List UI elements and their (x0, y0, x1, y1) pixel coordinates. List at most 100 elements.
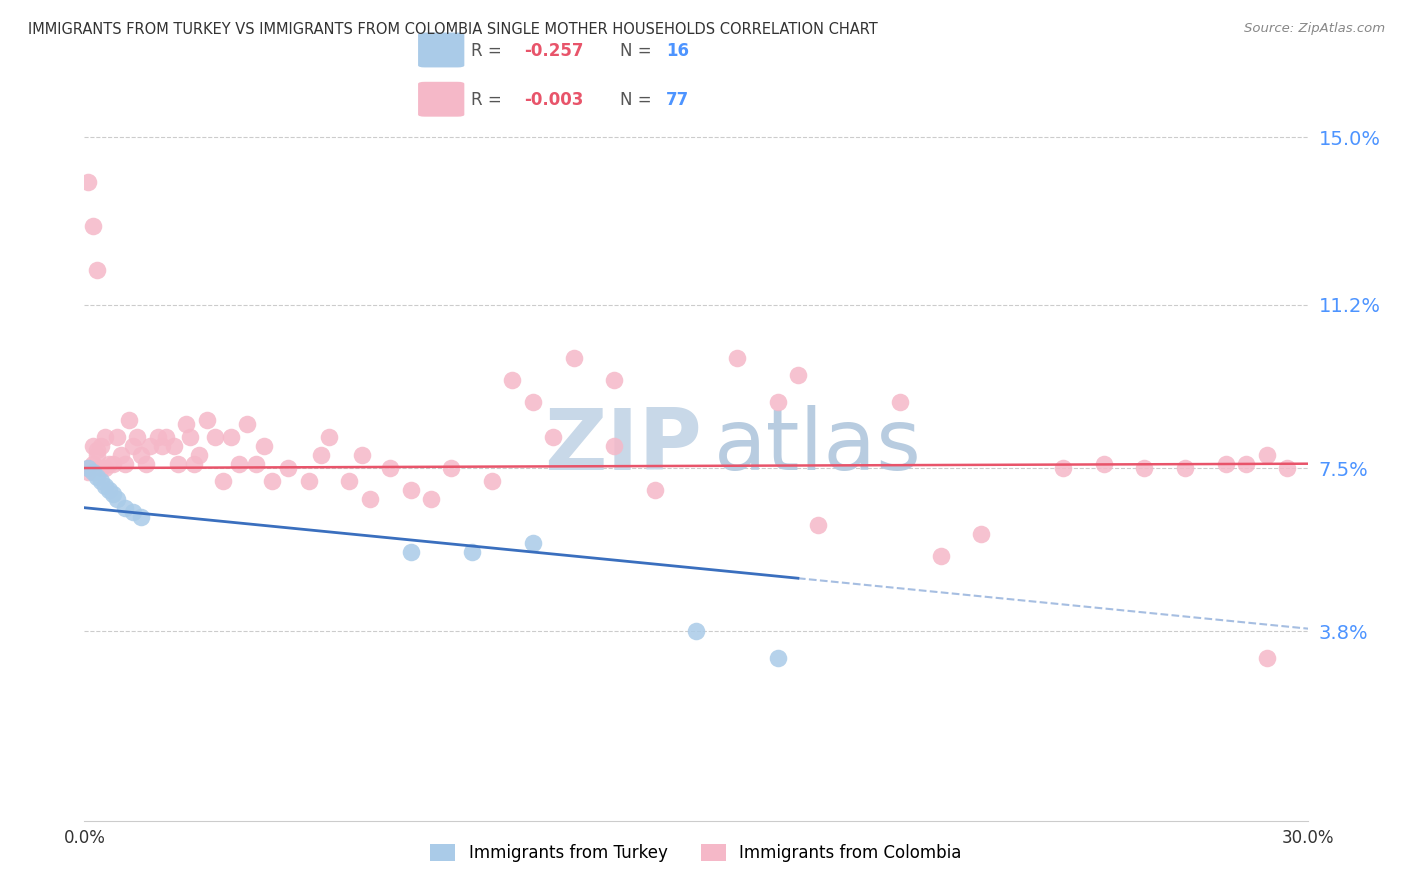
Point (93, 478, 115, 492)
Point (82, 219, 104, 233)
Point (122, 439, 145, 453)
Point (380, 461, 402, 475)
Point (167, 457, 190, 471)
Point (163, 439, 186, 453)
Point (174, 417, 197, 431)
Point (245, 457, 267, 471)
Point (97, 457, 120, 471)
Text: -0.257: -0.257 (524, 42, 583, 60)
Point (127, 430, 149, 444)
Point (86, 470, 108, 484)
Point (82, 466, 104, 480)
Point (685, 624, 707, 639)
Point (82, 457, 104, 471)
FancyBboxPatch shape (418, 82, 464, 117)
Point (228, 457, 250, 471)
Point (1256, 448, 1278, 462)
Point (522, 395, 544, 409)
Point (110, 448, 132, 462)
Point (929, 549, 952, 564)
Point (359, 491, 381, 506)
Point (146, 430, 169, 444)
Text: 16: 16 (666, 42, 689, 60)
Point (212, 475, 235, 489)
Point (807, 518, 830, 533)
Point (277, 461, 299, 475)
Point (502, 373, 524, 387)
Point (260, 475, 283, 489)
Point (179, 430, 201, 444)
Point (101, 457, 124, 471)
Point (481, 475, 503, 489)
Point (399, 545, 422, 559)
Text: IMMIGRANTS FROM TURKEY VS IMMIGRANTS FROM COLOMBIA SINGLE MOTHER HOUSEHOLDS CORR: IMMIGRANTS FROM TURKEY VS IMMIGRANTS FRO… (28, 22, 877, 37)
Point (114, 457, 136, 471)
Point (86, 448, 108, 462)
Text: N =: N = (620, 91, 657, 109)
Point (298, 475, 321, 489)
Point (236, 417, 259, 431)
Point (461, 545, 484, 559)
Point (195, 412, 218, 426)
Text: R =: R = (471, 91, 508, 109)
Point (93, 461, 115, 475)
Point (1133, 461, 1156, 475)
Point (970, 527, 993, 541)
Point (543, 430, 565, 444)
Point (318, 430, 340, 444)
Point (309, 448, 332, 462)
Point (150, 439, 173, 453)
Point (644, 483, 666, 497)
FancyBboxPatch shape (418, 33, 464, 68)
Point (1256, 650, 1278, 665)
Point (105, 430, 128, 444)
Point (1236, 457, 1258, 471)
Point (82, 439, 104, 453)
Point (183, 457, 205, 471)
Text: 77: 77 (666, 91, 689, 109)
Point (1277, 461, 1299, 475)
Point (1215, 457, 1237, 471)
Point (135, 457, 157, 471)
Point (86, 443, 108, 458)
Point (90, 475, 112, 489)
Text: N =: N = (620, 42, 657, 60)
Point (131, 509, 153, 524)
Point (90, 439, 112, 453)
Point (350, 448, 373, 462)
Text: atlas: atlas (714, 404, 922, 488)
Point (93, 430, 115, 444)
Point (1174, 461, 1197, 475)
Point (97, 483, 120, 497)
Point (603, 373, 626, 387)
Point (77, 461, 100, 475)
Text: R =: R = (471, 42, 508, 60)
Point (603, 439, 626, 453)
Point (1092, 457, 1115, 471)
Point (155, 430, 177, 444)
Point (562, 351, 585, 365)
Point (86, 262, 108, 277)
Point (101, 487, 124, 501)
Point (122, 505, 145, 519)
Point (339, 475, 361, 489)
Point (204, 430, 226, 444)
Text: -0.003: -0.003 (524, 91, 583, 109)
Point (105, 491, 128, 506)
Text: Source: ZipAtlas.com: Source: ZipAtlas.com (1244, 22, 1385, 36)
Point (889, 395, 911, 409)
Text: ZIP: ZIP (544, 404, 702, 488)
Point (90, 461, 112, 475)
Point (766, 650, 789, 665)
Point (187, 448, 209, 462)
Point (114, 500, 136, 515)
Point (787, 368, 810, 383)
Point (420, 491, 443, 506)
Point (118, 412, 141, 426)
Point (219, 430, 242, 444)
Point (522, 536, 544, 550)
Point (77, 175, 100, 189)
Point (77, 461, 100, 475)
Point (440, 461, 463, 475)
Point (725, 351, 748, 365)
